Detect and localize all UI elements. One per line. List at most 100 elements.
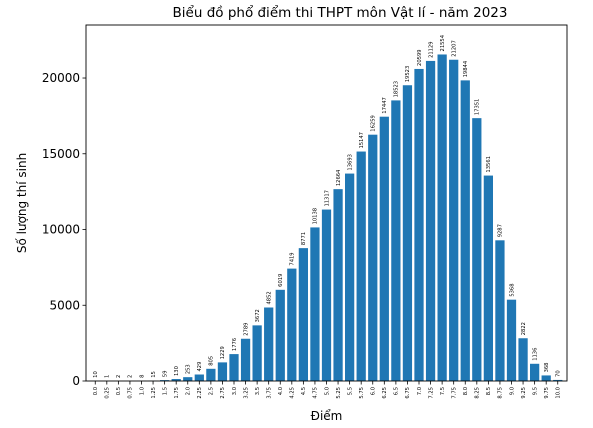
bar-value-label: 70 — [556, 370, 562, 377]
bar-value-label: 4852 — [266, 291, 272, 304]
x-tick-label: 1.25 — [151, 387, 157, 399]
bar-value-label: 368 — [544, 363, 550, 373]
x-tick-label: 9.25 — [521, 387, 527, 399]
bar-value-label: 15 — [151, 371, 157, 378]
x-tick-label: 6.0 — [371, 387, 377, 395]
bar-value-label: 15147 — [359, 132, 365, 149]
bar — [356, 151, 366, 381]
bar — [287, 268, 297, 381]
bar — [495, 240, 505, 381]
bar — [414, 68, 424, 381]
bar — [368, 134, 378, 381]
bar-value-label: 253 — [186, 364, 192, 374]
bar-value-label: 2789 — [243, 323, 249, 336]
bar — [333, 189, 343, 381]
x-tick-label: 6.5 — [394, 387, 400, 395]
plot-frame — [85, 24, 568, 382]
x-tick-label: 8.5 — [486, 387, 492, 395]
bar — [217, 362, 228, 381]
x-tick-label: 7.75 — [451, 387, 457, 399]
x-tick-label: 10.0 — [556, 387, 562, 399]
y-tick-label: 15000 — [42, 147, 80, 161]
bar-value-label: 8 — [139, 375, 145, 378]
x-tick-label: 1.5 — [162, 387, 168, 395]
bar-value-label: 21207 — [451, 40, 457, 57]
value-label-group: 10 1 2 2 8 15 59 130 253 429 805 1229 1776 2789 3672 48… — [93, 34, 562, 378]
bar-value-label: 5368 — [509, 283, 515, 296]
bar-value-label: 19844 — [463, 60, 469, 77]
x-tick-label: 0.75 — [128, 387, 134, 399]
bar-value-label: 16259 — [371, 115, 377, 132]
y-axis-label: Số lượng thí sinh — [15, 153, 29, 253]
bar-value-label: 9287 — [498, 224, 504, 237]
x-tick-label: 7.0 — [417, 387, 423, 395]
y-tick-label: 5000 — [49, 298, 80, 312]
x-tick-label: 4.25 — [290, 387, 296, 399]
bar — [530, 363, 540, 381]
bar-value-label: 1229 — [220, 346, 226, 359]
x-tick-label: 2.75 — [220, 387, 226, 399]
bar — [541, 375, 551, 381]
chart-title: Biểu đồ phổ điểm thi THPT môn Vật lí - n… — [173, 4, 508, 21]
bar-value-label: 2 — [116, 375, 122, 378]
bar-value-label: 59 — [162, 371, 168, 378]
bar-value-label: 1136 — [532, 348, 538, 361]
bar — [229, 354, 239, 381]
bar — [345, 173, 355, 381]
bar-value-label: 11317 — [324, 190, 330, 207]
bar — [437, 54, 447, 381]
bar-value-label: 20599 — [417, 49, 423, 66]
bar — [553, 379, 563, 381]
bar — [183, 377, 193, 381]
x-tick-label: 6.25 — [382, 387, 388, 399]
x-axis-label: Điểm — [311, 409, 343, 423]
x-tick-label: 5.75 — [359, 387, 365, 399]
bar-value-label: 1776 — [232, 338, 238, 351]
bar — [472, 118, 482, 382]
y-tick-label: 20000 — [42, 71, 80, 85]
x-tick-label: 3.0 — [232, 387, 238, 395]
x-tick-label: 0.5 — [116, 387, 122, 395]
bar-value-label: 21554 — [440, 34, 446, 51]
x-tick-label: 1.75 — [174, 387, 180, 399]
bar — [171, 379, 181, 381]
x-tick-label: 2.5 — [209, 387, 215, 395]
bar — [206, 368, 216, 381]
bar-value-label: 8771 — [301, 232, 307, 245]
x-tick-label: 4.0 — [278, 387, 284, 395]
bar-value-label: 805 — [209, 356, 215, 366]
bar-value-label: 7419 — [290, 252, 296, 265]
x-tick-label: 3.5 — [255, 387, 261, 395]
x-tick-label: 2.0 — [186, 387, 192, 395]
bar — [264, 307, 274, 381]
bar-value-label: 10 — [93, 371, 99, 378]
bar-value-label: 3672 — [255, 309, 261, 322]
bar — [506, 299, 517, 381]
x-tick-label: 9.0 — [509, 387, 515, 395]
x-tick-label: 8.0 — [463, 387, 469, 395]
bar — [518, 338, 528, 381]
bar-group — [90, 54, 563, 382]
x-tick-label: 2.25 — [197, 387, 203, 399]
bar-value-label: 13561 — [486, 156, 492, 173]
x-tick-label: 9.5 — [532, 387, 538, 395]
bar-value-label: 10138 — [313, 208, 319, 225]
x-tick-label: 0.0 — [93, 387, 99, 395]
bar — [194, 374, 204, 381]
x-tick-label: 4.75 — [313, 387, 319, 399]
y-tick-label: 10000 — [42, 223, 80, 237]
x-tick-label: 7.5 — [440, 387, 446, 395]
x-tick-label: 3.25 — [243, 387, 249, 399]
bar-value-label: 17447 — [382, 97, 388, 114]
x-tick-label: 1.0 — [139, 387, 145, 395]
bar — [460, 80, 470, 381]
x-tick-label: 8.75 — [498, 387, 504, 399]
bar — [391, 100, 401, 382]
x-tick-label: 0.25 — [105, 387, 111, 399]
bar-value-label: 12664 — [336, 169, 342, 186]
bar-value-label: 13693 — [347, 154, 353, 171]
bar — [240, 338, 251, 381]
bar-value-label: 21129 — [428, 41, 434, 58]
bar — [379, 116, 389, 381]
